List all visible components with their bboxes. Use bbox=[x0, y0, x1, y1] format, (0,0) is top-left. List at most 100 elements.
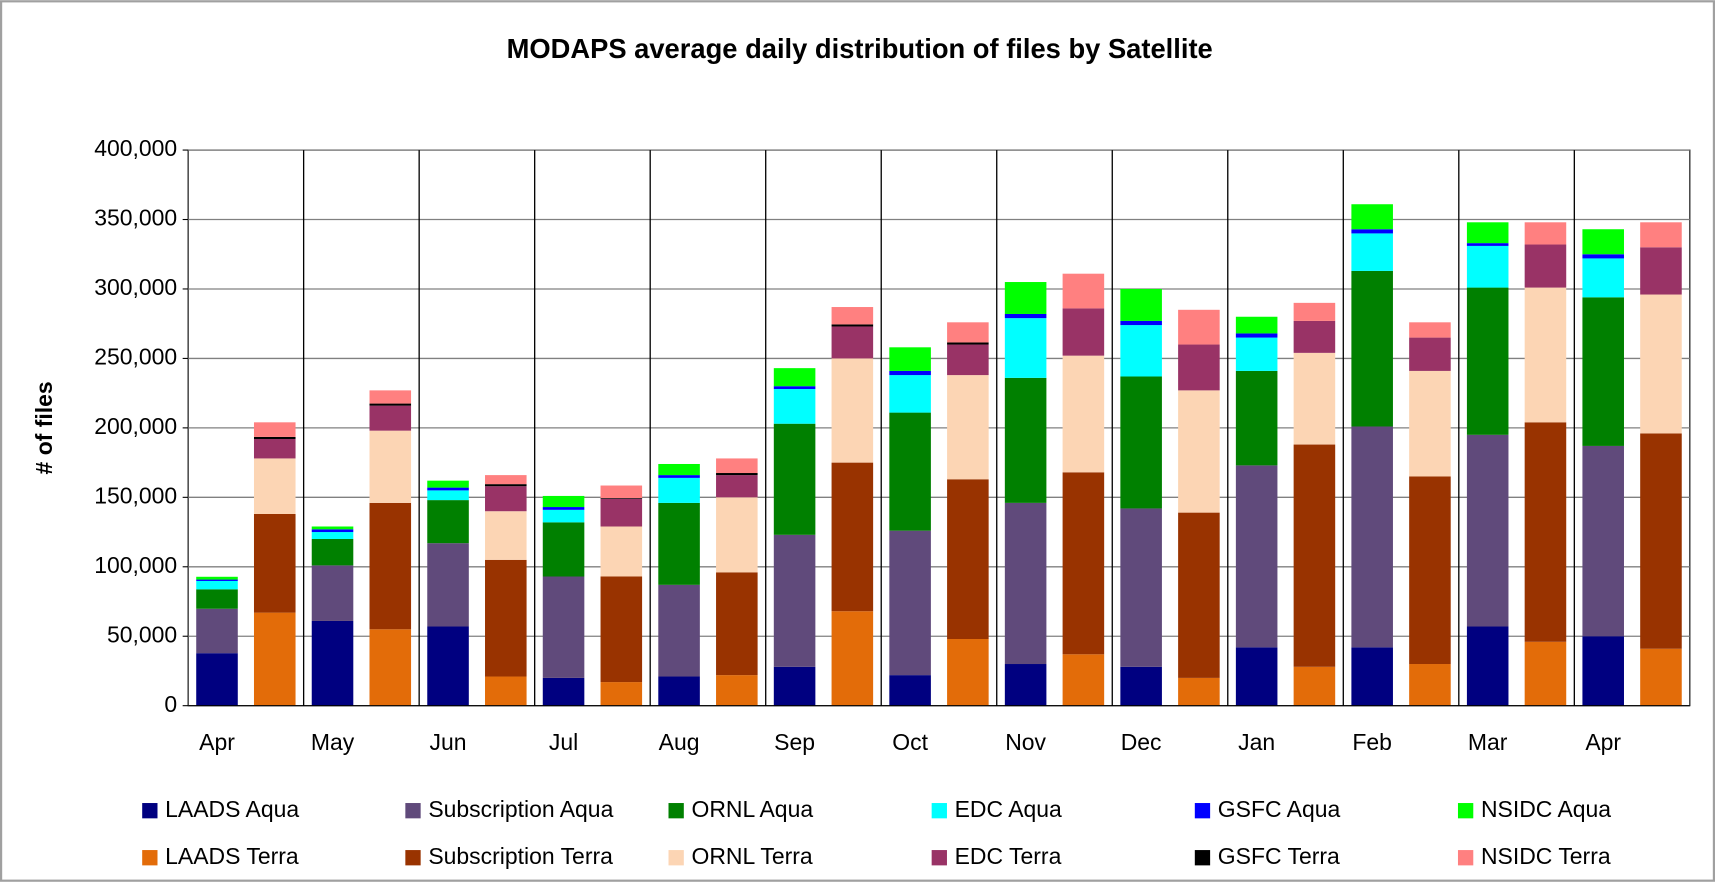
bar-segment bbox=[831, 358, 874, 463]
bar-segment bbox=[600, 576, 643, 683]
bar-segment bbox=[773, 388, 816, 424]
legend-label: GSFC Terra bbox=[1218, 843, 1340, 869]
bar-segment bbox=[947, 479, 989, 640]
bar-segment bbox=[1120, 666, 1162, 706]
bar-segment bbox=[1004, 318, 1047, 378]
bar-segment bbox=[600, 498, 643, 499]
bar-segment bbox=[773, 423, 816, 535]
bar-segment bbox=[253, 422, 296, 437]
bar-segment bbox=[253, 612, 296, 706]
bar-segment bbox=[716, 572, 758, 676]
bar-segment bbox=[1062, 355, 1105, 473]
legend-label: Subscription Aqua bbox=[428, 796, 613, 822]
bar-segment bbox=[1235, 333, 1278, 338]
x-tick-label: Apr bbox=[199, 729, 235, 755]
bar-segment bbox=[1524, 422, 1567, 642]
bar-segment bbox=[773, 666, 816, 706]
bar-segment bbox=[1409, 664, 1451, 706]
bar-segment bbox=[1351, 204, 1393, 230]
bar-segment bbox=[542, 509, 585, 523]
bar-segment bbox=[1409, 476, 1451, 665]
bar-segment bbox=[1178, 309, 1220, 345]
bar-segment bbox=[542, 576, 585, 678]
x-tick-label: Feb bbox=[1352, 729, 1392, 755]
x-tick-label: Oct bbox=[892, 729, 928, 755]
bar-segment bbox=[542, 507, 585, 510]
bar-segment bbox=[1640, 294, 1682, 434]
x-tick-label: Jul bbox=[549, 729, 578, 755]
y-tick-label: 350,000 bbox=[94, 205, 177, 231]
bar-segment bbox=[1235, 316, 1278, 334]
bar-segment bbox=[1178, 512, 1220, 678]
y-tick-label: 200,000 bbox=[94, 413, 177, 439]
bar-segment bbox=[1640, 648, 1682, 706]
y-tick-label: 100,000 bbox=[94, 552, 177, 578]
bar-segment bbox=[889, 530, 931, 676]
y-axis-label: # of files bbox=[31, 381, 57, 474]
bar-segment bbox=[1293, 444, 1336, 667]
bar-segment bbox=[716, 458, 758, 474]
legend-swatch bbox=[405, 803, 421, 819]
bar-segment bbox=[1235, 337, 1278, 371]
bar-segment bbox=[1351, 426, 1393, 648]
bar-segment bbox=[427, 480, 469, 488]
x-tick-label: Jan bbox=[1238, 729, 1275, 755]
bar-segment bbox=[831, 611, 874, 706]
bar-segment bbox=[369, 403, 412, 406]
legend-swatch bbox=[668, 850, 684, 866]
bar-segment bbox=[369, 430, 412, 503]
bar-segment bbox=[253, 436, 296, 439]
bar-segment bbox=[1582, 254, 1624, 259]
bar-segment bbox=[1293, 302, 1336, 321]
y-tick-label: 250,000 bbox=[94, 343, 177, 369]
bar-segment bbox=[485, 475, 527, 485]
bar-segment bbox=[658, 502, 700, 585]
bar-segment bbox=[253, 513, 296, 613]
legend-swatch bbox=[142, 803, 158, 819]
bar-segment bbox=[1524, 641, 1567, 706]
bar-segment bbox=[716, 497, 758, 573]
bar-segment bbox=[1351, 229, 1393, 234]
bar-segment bbox=[311, 529, 354, 533]
y-tick-label: 300,000 bbox=[94, 274, 177, 300]
bar-segment bbox=[1178, 677, 1220, 706]
bar-segment bbox=[831, 324, 874, 327]
bar-segment bbox=[1062, 308, 1105, 356]
bar-segment bbox=[658, 676, 700, 706]
bar-segment bbox=[427, 543, 469, 627]
legend-label: Subscription Terra bbox=[428, 843, 613, 869]
bar-segment bbox=[196, 576, 238, 580]
bar-segment bbox=[427, 626, 469, 706]
bar-segment bbox=[658, 475, 700, 478]
bar-segment bbox=[427, 500, 469, 544]
legend-label: LAADS Aqua bbox=[165, 796, 299, 822]
legend-swatch bbox=[1457, 850, 1474, 866]
bar-segment bbox=[253, 458, 296, 514]
legend-swatch bbox=[1457, 803, 1474, 819]
bar-segment bbox=[1466, 287, 1509, 435]
bar-segment bbox=[311, 532, 354, 539]
bar-segment bbox=[889, 412, 931, 531]
bar-segment bbox=[1582, 258, 1624, 298]
y-tick-label: 150,000 bbox=[94, 482, 177, 508]
bar-segment bbox=[1409, 337, 1451, 371]
bar-segment bbox=[1120, 508, 1162, 667]
bar-segment bbox=[542, 522, 585, 577]
bar-segment bbox=[427, 490, 469, 501]
legend-label: ORNL Aqua bbox=[691, 796, 813, 822]
bar-segment bbox=[1640, 222, 1682, 248]
bar-segment bbox=[1004, 377, 1047, 503]
legend-swatch bbox=[1194, 850, 1211, 866]
y-tick-label: 0 bbox=[164, 691, 177, 717]
bar-segment bbox=[369, 405, 412, 431]
x-tick-label: Dec bbox=[1121, 729, 1162, 755]
legend-label: EDC Aqua bbox=[955, 796, 1062, 822]
bar-segment bbox=[1351, 233, 1393, 271]
bar-segment bbox=[889, 370, 931, 376]
bar-segment bbox=[196, 589, 238, 609]
bar-segment bbox=[196, 580, 238, 590]
bar-segment bbox=[1466, 626, 1509, 706]
legend-label: LAADS Terra bbox=[165, 843, 299, 869]
legend-label: GSFC Aqua bbox=[1218, 796, 1341, 822]
